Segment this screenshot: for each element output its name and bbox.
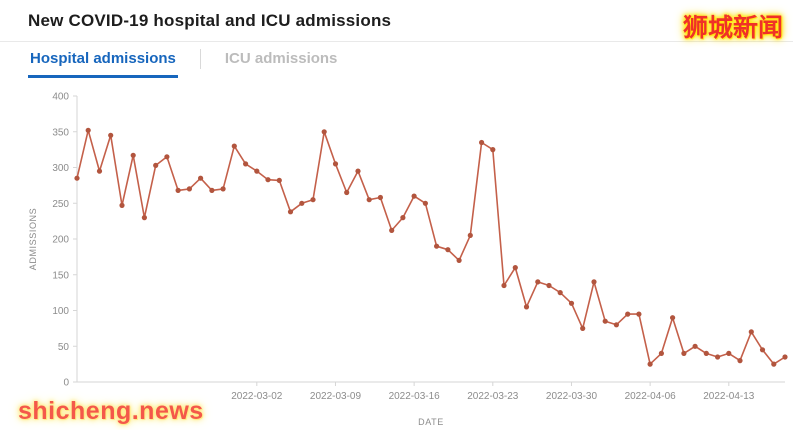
data-point[interactable]: [141, 215, 147, 221]
series-line: [76, 129, 786, 365]
data-point[interactable]: [108, 132, 114, 138]
data-point[interactable]: [479, 139, 485, 146]
data-point[interactable]: [130, 152, 136, 158]
tab-bar: Hospital admissions ICU admissions: [28, 42, 793, 78]
data-point[interactable]: [299, 200, 305, 206]
x-tick-label: 2022-03-02: [231, 391, 283, 402]
data-point[interactable]: [580, 325, 586, 331]
data-point[interactable]: [164, 154, 170, 160]
data-point[interactable]: [74, 175, 80, 181]
tab-divider: [199, 49, 201, 69]
data-point[interactable]: [670, 315, 676, 321]
y-tick-label: 150: [52, 270, 69, 281]
data-point[interactable]: [119, 202, 125, 208]
y-tick-label: 300: [52, 163, 69, 174]
data-point[interactable]: [209, 187, 215, 193]
data-point[interactable]: [321, 129, 327, 135]
x-tick-label: 2022-03-09: [310, 391, 362, 402]
data-point[interactable]: [400, 215, 406, 221]
page-title: New COVID-19 hospital and ICU admissions: [28, 11, 392, 30]
data-point[interactable]: [434, 243, 440, 249]
data-point[interactable]: [344, 189, 350, 196]
data-point[interactable]: [692, 343, 698, 349]
data-point[interactable]: [658, 350, 665, 356]
data-point[interactable]: [523, 304, 530, 310]
x-tick-label: 2022-04-06: [625, 391, 677, 402]
y-tick-label: 250: [52, 199, 69, 210]
header: New COVID-19 hospital and ICU admissions: [0, 0, 793, 42]
data-point[interactable]: [265, 177, 271, 183]
data-point[interactable]: [186, 186, 192, 192]
data-point[interactable]: [737, 358, 743, 364]
data-point[interactable]: [332, 161, 339, 167]
data-point[interactable]: [198, 175, 204, 181]
data-point[interactable]: [625, 311, 631, 317]
data-point[interactable]: [636, 311, 642, 317]
tab-hospital-admissions[interactable]: Hospital admissions: [28, 42, 178, 78]
data-point[interactable]: [456, 257, 462, 263]
data-point[interactable]: [153, 162, 159, 168]
data-point[interactable]: [467, 232, 473, 238]
data-point[interactable]: [771, 361, 777, 367]
data-point[interactable]: [782, 354, 788, 360]
data-point[interactable]: [546, 282, 552, 289]
y-tick-label: 200: [52, 235, 69, 246]
data-point[interactable]: [613, 322, 620, 328]
data-point[interactable]: [231, 143, 237, 149]
data-point[interactable]: [748, 329, 754, 335]
data-point[interactable]: [445, 247, 451, 253]
x-axis-title: DATE: [418, 417, 444, 427]
y-tick-label: 350: [52, 127, 69, 138]
data-point[interactable]: [175, 187, 181, 193]
data-point[interactable]: [411, 193, 417, 199]
tab-icu-admissions[interactable]: ICU admissions: [224, 50, 338, 67]
data-point[interactable]: [703, 350, 709, 356]
data-point[interactable]: [254, 168, 260, 174]
x-tick-label: 2022-03-23: [467, 391, 519, 402]
y-axis-title: ADMISSIONS: [28, 208, 38, 271]
data-point[interactable]: [355, 168, 361, 174]
data-point[interactable]: [568, 300, 575, 306]
x-tick-label: 2022-04-13: [703, 391, 755, 402]
data-point[interactable]: [85, 127, 91, 133]
data-point[interactable]: [377, 194, 383, 201]
data-point[interactable]: [715, 354, 721, 360]
data-point[interactable]: [602, 318, 608, 324]
data-point[interactable]: [366, 197, 372, 203]
data-point[interactable]: [422, 200, 428, 206]
y-tick-label: 100: [52, 306, 69, 317]
y-tick-label: 400: [52, 92, 69, 103]
data-point[interactable]: [512, 265, 518, 271]
data-point[interactable]: [490, 147, 496, 153]
data-point[interactable]: [243, 161, 249, 167]
data-point[interactable]: [501, 282, 507, 289]
data-point[interactable]: [591, 279, 597, 285]
data-point[interactable]: [726, 350, 732, 356]
data-point[interactable]: [759, 347, 766, 353]
data-point[interactable]: [310, 197, 316, 203]
data-point[interactable]: [681, 350, 687, 356]
data-point[interactable]: [220, 186, 226, 192]
data-point[interactable]: [276, 177, 282, 183]
y-tick-label: 0: [63, 378, 69, 389]
admissions-line-chart: 0 50 100 150 200 250 300 350 400 2022-03-02 2022-0…: [28, 92, 788, 427]
x-tick-label: 2022-03-16: [389, 391, 441, 402]
x-tick-label: 2022-03-30: [546, 391, 598, 402]
data-point[interactable]: [389, 227, 395, 233]
admissions-chart: 0 50 100 150 200 250 300 350 400 2022-03-02 2022-0…: [0, 78, 793, 428]
data-point[interactable]: [287, 209, 294, 215]
y-tick-label: 50: [58, 342, 70, 353]
data-point[interactable]: [647, 361, 653, 367]
data-point[interactable]: [557, 290, 563, 296]
data-point[interactable]: [535, 279, 541, 285]
data-point[interactable]: [96, 168, 103, 174]
